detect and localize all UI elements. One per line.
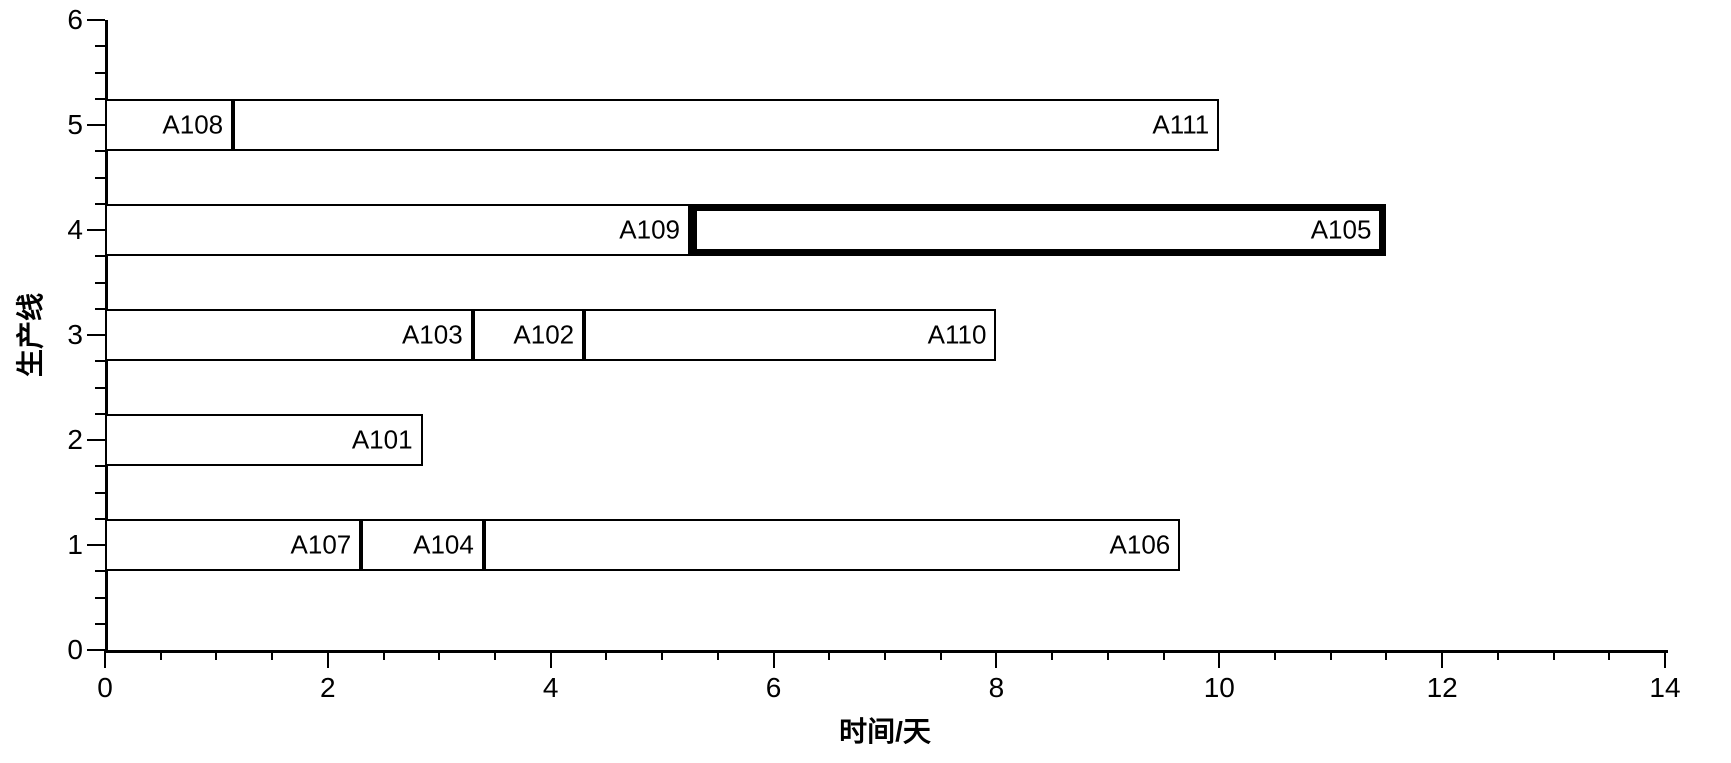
gantt-segment-label: A105 — [1311, 215, 1372, 246]
y-tick — [95, 465, 105, 467]
x-tick — [1274, 650, 1276, 660]
x-tick — [550, 650, 552, 668]
gantt-segment: A109 — [105, 204, 690, 257]
x-tick-label: 4 — [543, 672, 559, 704]
y-tick — [95, 518, 105, 520]
y-tick-label: 2 — [59, 424, 83, 456]
x-tick — [438, 650, 440, 660]
y-tick — [95, 360, 105, 362]
x-tick — [773, 650, 775, 668]
x-tick — [1497, 650, 1499, 660]
gantt-segment: A105 — [690, 204, 1386, 257]
x-tick — [1051, 650, 1053, 660]
y-tick — [95, 308, 105, 310]
y-tick — [95, 98, 105, 100]
y-tick — [95, 150, 105, 152]
y-axis-title: 生产线 — [9, 293, 49, 377]
gantt-segment-label: A107 — [291, 530, 352, 561]
y-tick-label: 5 — [59, 109, 83, 141]
x-tick — [717, 650, 719, 660]
gantt-segment-label: A106 — [1110, 530, 1171, 561]
y-tick — [95, 413, 105, 415]
y-tick — [95, 45, 105, 47]
x-tick — [1330, 650, 1332, 660]
gantt-segment-label: A102 — [513, 320, 574, 351]
y-tick — [95, 387, 105, 389]
x-tick — [327, 650, 329, 668]
x-tick-label: 2 — [320, 672, 336, 704]
x-tick — [661, 650, 663, 660]
x-tick — [1608, 650, 1610, 660]
x-tick — [1218, 650, 1220, 668]
x-tick — [383, 650, 385, 660]
y-tick — [95, 72, 105, 74]
x-tick — [1163, 650, 1165, 660]
y-tick — [87, 544, 105, 546]
y-tick-label: 0 — [59, 634, 83, 666]
y-tick — [95, 492, 105, 494]
gantt-segment: A102 — [473, 309, 584, 362]
y-tick — [87, 124, 105, 126]
x-tick — [605, 650, 607, 660]
y-tick — [87, 19, 105, 21]
x-tick-label: 10 — [1204, 672, 1235, 704]
x-tick — [995, 650, 997, 668]
x-tick — [104, 650, 106, 668]
gantt-segment: A101 — [105, 414, 423, 467]
gantt-segment: A104 — [361, 519, 484, 572]
gantt-segment: A111 — [233, 99, 1219, 152]
gantt-segment: A110 — [584, 309, 996, 362]
x-tick-label: 14 — [1649, 672, 1680, 704]
x-tick — [494, 650, 496, 660]
gantt-segment: A108 — [105, 99, 233, 152]
x-tick — [1107, 650, 1109, 660]
x-tick-label: 6 — [766, 672, 782, 704]
y-tick — [95, 282, 105, 284]
gantt-segment-label: A111 — [1152, 110, 1209, 141]
y-tick-label: 1 — [59, 529, 83, 561]
y-tick — [95, 255, 105, 257]
gantt-segment-label: A110 — [928, 320, 987, 351]
y-tick-label: 4 — [59, 214, 83, 246]
gantt-segment-label: A104 — [413, 530, 474, 561]
gantt-segment: A103 — [105, 309, 473, 362]
x-tick-label: 0 — [97, 672, 113, 704]
y-tick — [87, 334, 105, 336]
x-tick — [160, 650, 162, 660]
y-tick — [95, 597, 105, 599]
y-tick — [95, 570, 105, 572]
x-tick — [215, 650, 217, 660]
gantt-segment: A107 — [105, 519, 361, 572]
x-tick-label: 12 — [1427, 672, 1458, 704]
y-tick — [87, 649, 105, 651]
x-tick — [1385, 650, 1387, 660]
x-tick-label: 8 — [989, 672, 1005, 704]
y-tick — [87, 439, 105, 441]
gantt-segment-label: A109 — [619, 215, 680, 246]
gantt-segment-label: A108 — [162, 110, 223, 141]
x-tick — [1553, 650, 1555, 660]
x-tick — [884, 650, 886, 660]
gantt-segment: A106 — [484, 519, 1180, 572]
x-tick — [828, 650, 830, 660]
y-tick-label: 6 — [59, 4, 83, 36]
x-tick — [1664, 650, 1666, 668]
y-tick — [95, 203, 105, 205]
y-tick-label: 3 — [59, 319, 83, 351]
y-tick — [87, 229, 105, 231]
y-tick — [95, 623, 105, 625]
gantt-segment-label: A101 — [352, 425, 413, 456]
y-tick — [95, 177, 105, 179]
x-tick — [271, 650, 273, 660]
x-tick — [1441, 650, 1443, 668]
x-axis-title: 时间/天 — [839, 710, 931, 750]
gantt-segment-label: A103 — [402, 320, 463, 351]
x-tick — [940, 650, 942, 660]
gantt-chart: 02468101214时间/天0123456生产线A108A111A109A10… — [0, 0, 1731, 763]
